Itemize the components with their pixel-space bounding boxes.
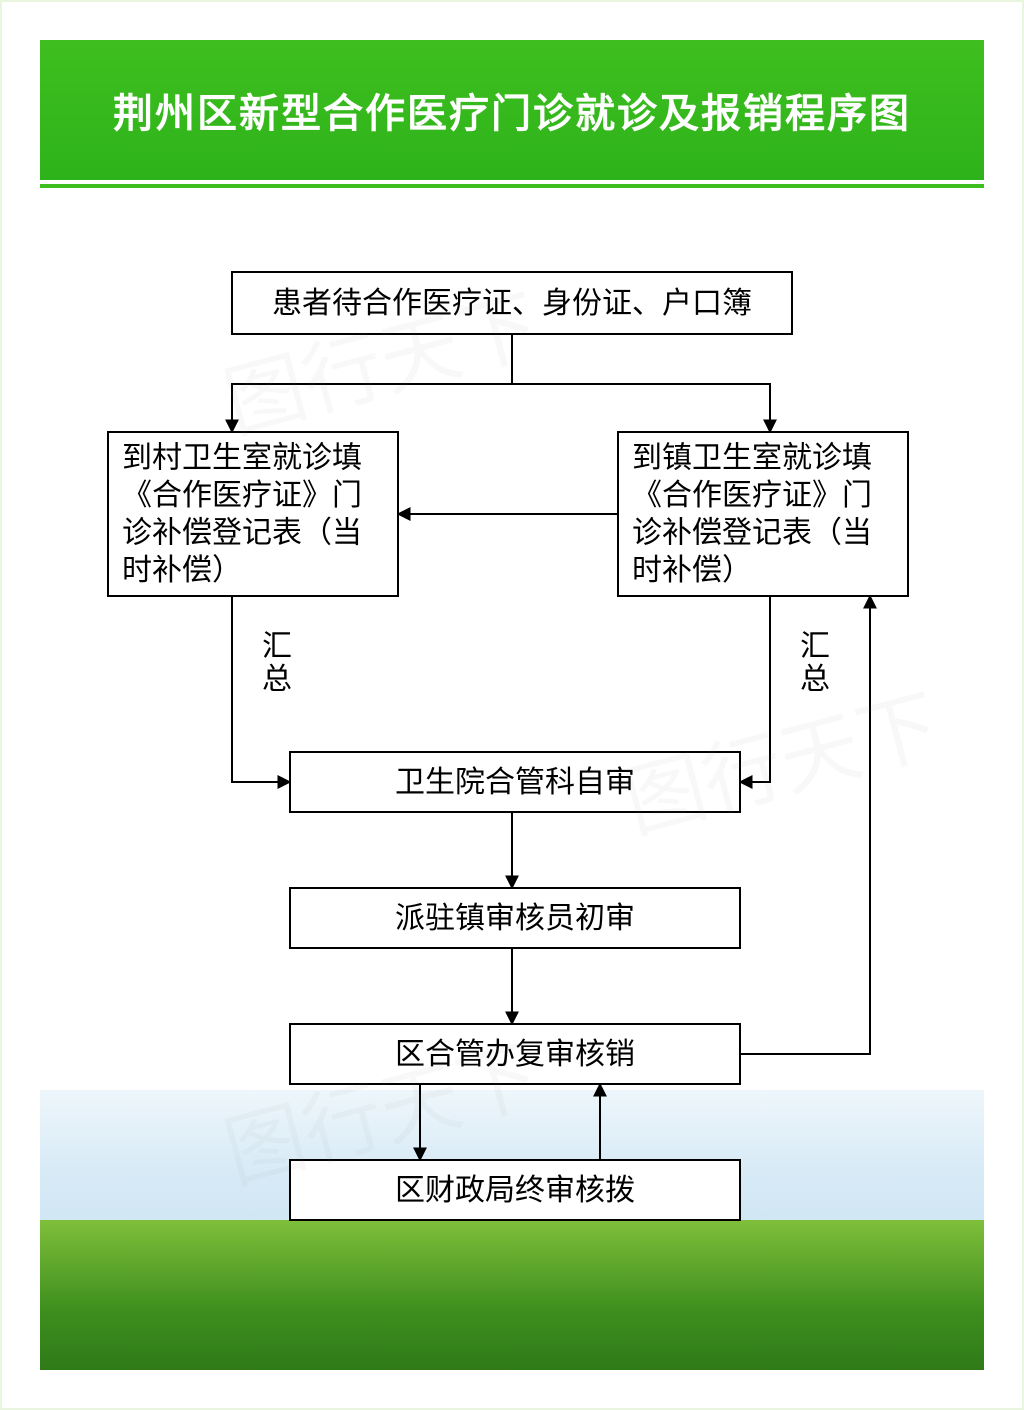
flow-node-n3: 到镇卫生室就诊填《合作医疗证》门诊补偿登记表（当时补偿） (618, 432, 908, 596)
flow-node-text: 时补偿） (122, 554, 242, 587)
flow-node-text: 到村卫生室就诊填 (122, 442, 362, 475)
flow-node-text: 患者待合作医疗证、身份证、户口簿 (272, 287, 752, 320)
flow-edge (740, 596, 770, 782)
flow-node-n6: 区合管办复审核销 (290, 1024, 740, 1084)
flow-edge-label: 汇总 (800, 630, 830, 696)
flow-node-text: 派驻镇审核员初审 (395, 902, 635, 935)
flow-node-n1: 患者待合作医疗证、身份证、户口簿 (232, 272, 792, 334)
flowchart: 汇总汇总 患者待合作医疗证、身份证、户口簿到村卫生室就诊填《合作医疗证》门诊补偿… (0, 0, 1024, 1410)
flow-node-n4: 卫生院合管科自审 (290, 752, 740, 812)
flow-node-text: 卫生院合管科自审 (395, 766, 635, 799)
page: 荆州区新型合作医疗门诊就诊及报销程序图 汇总汇总 患者待合作医疗证、身份证、户口… (0, 0, 1024, 1410)
flow-node-n5: 派驻镇审核员初审 (290, 888, 740, 948)
flow-edge-label: 汇总 (262, 630, 292, 696)
flow-node-n2: 到村卫生室就诊填《合作医疗证》门诊补偿登记表（当时补偿） (108, 432, 398, 596)
flow-node-text: 到镇卫生室就诊填 (632, 442, 872, 475)
flow-node-text: 区合管办复审核销 (395, 1038, 635, 1071)
flow-node-text: 区财政局终审核拨 (395, 1174, 635, 1207)
flow-node-text: 诊补偿登记表（当 (122, 517, 362, 550)
flow-edge (512, 384, 770, 432)
flow-node-text: 诊补偿登记表（当 (632, 517, 872, 550)
flow-edge (232, 384, 512, 432)
flow-node-text: 《合作医疗证》门 (632, 479, 872, 512)
flow-node-text: 《合作医疗证》门 (122, 479, 362, 512)
flow-node-n7: 区财政局终审核拨 (290, 1160, 740, 1220)
flow-node-text: 时补偿） (632, 554, 752, 587)
